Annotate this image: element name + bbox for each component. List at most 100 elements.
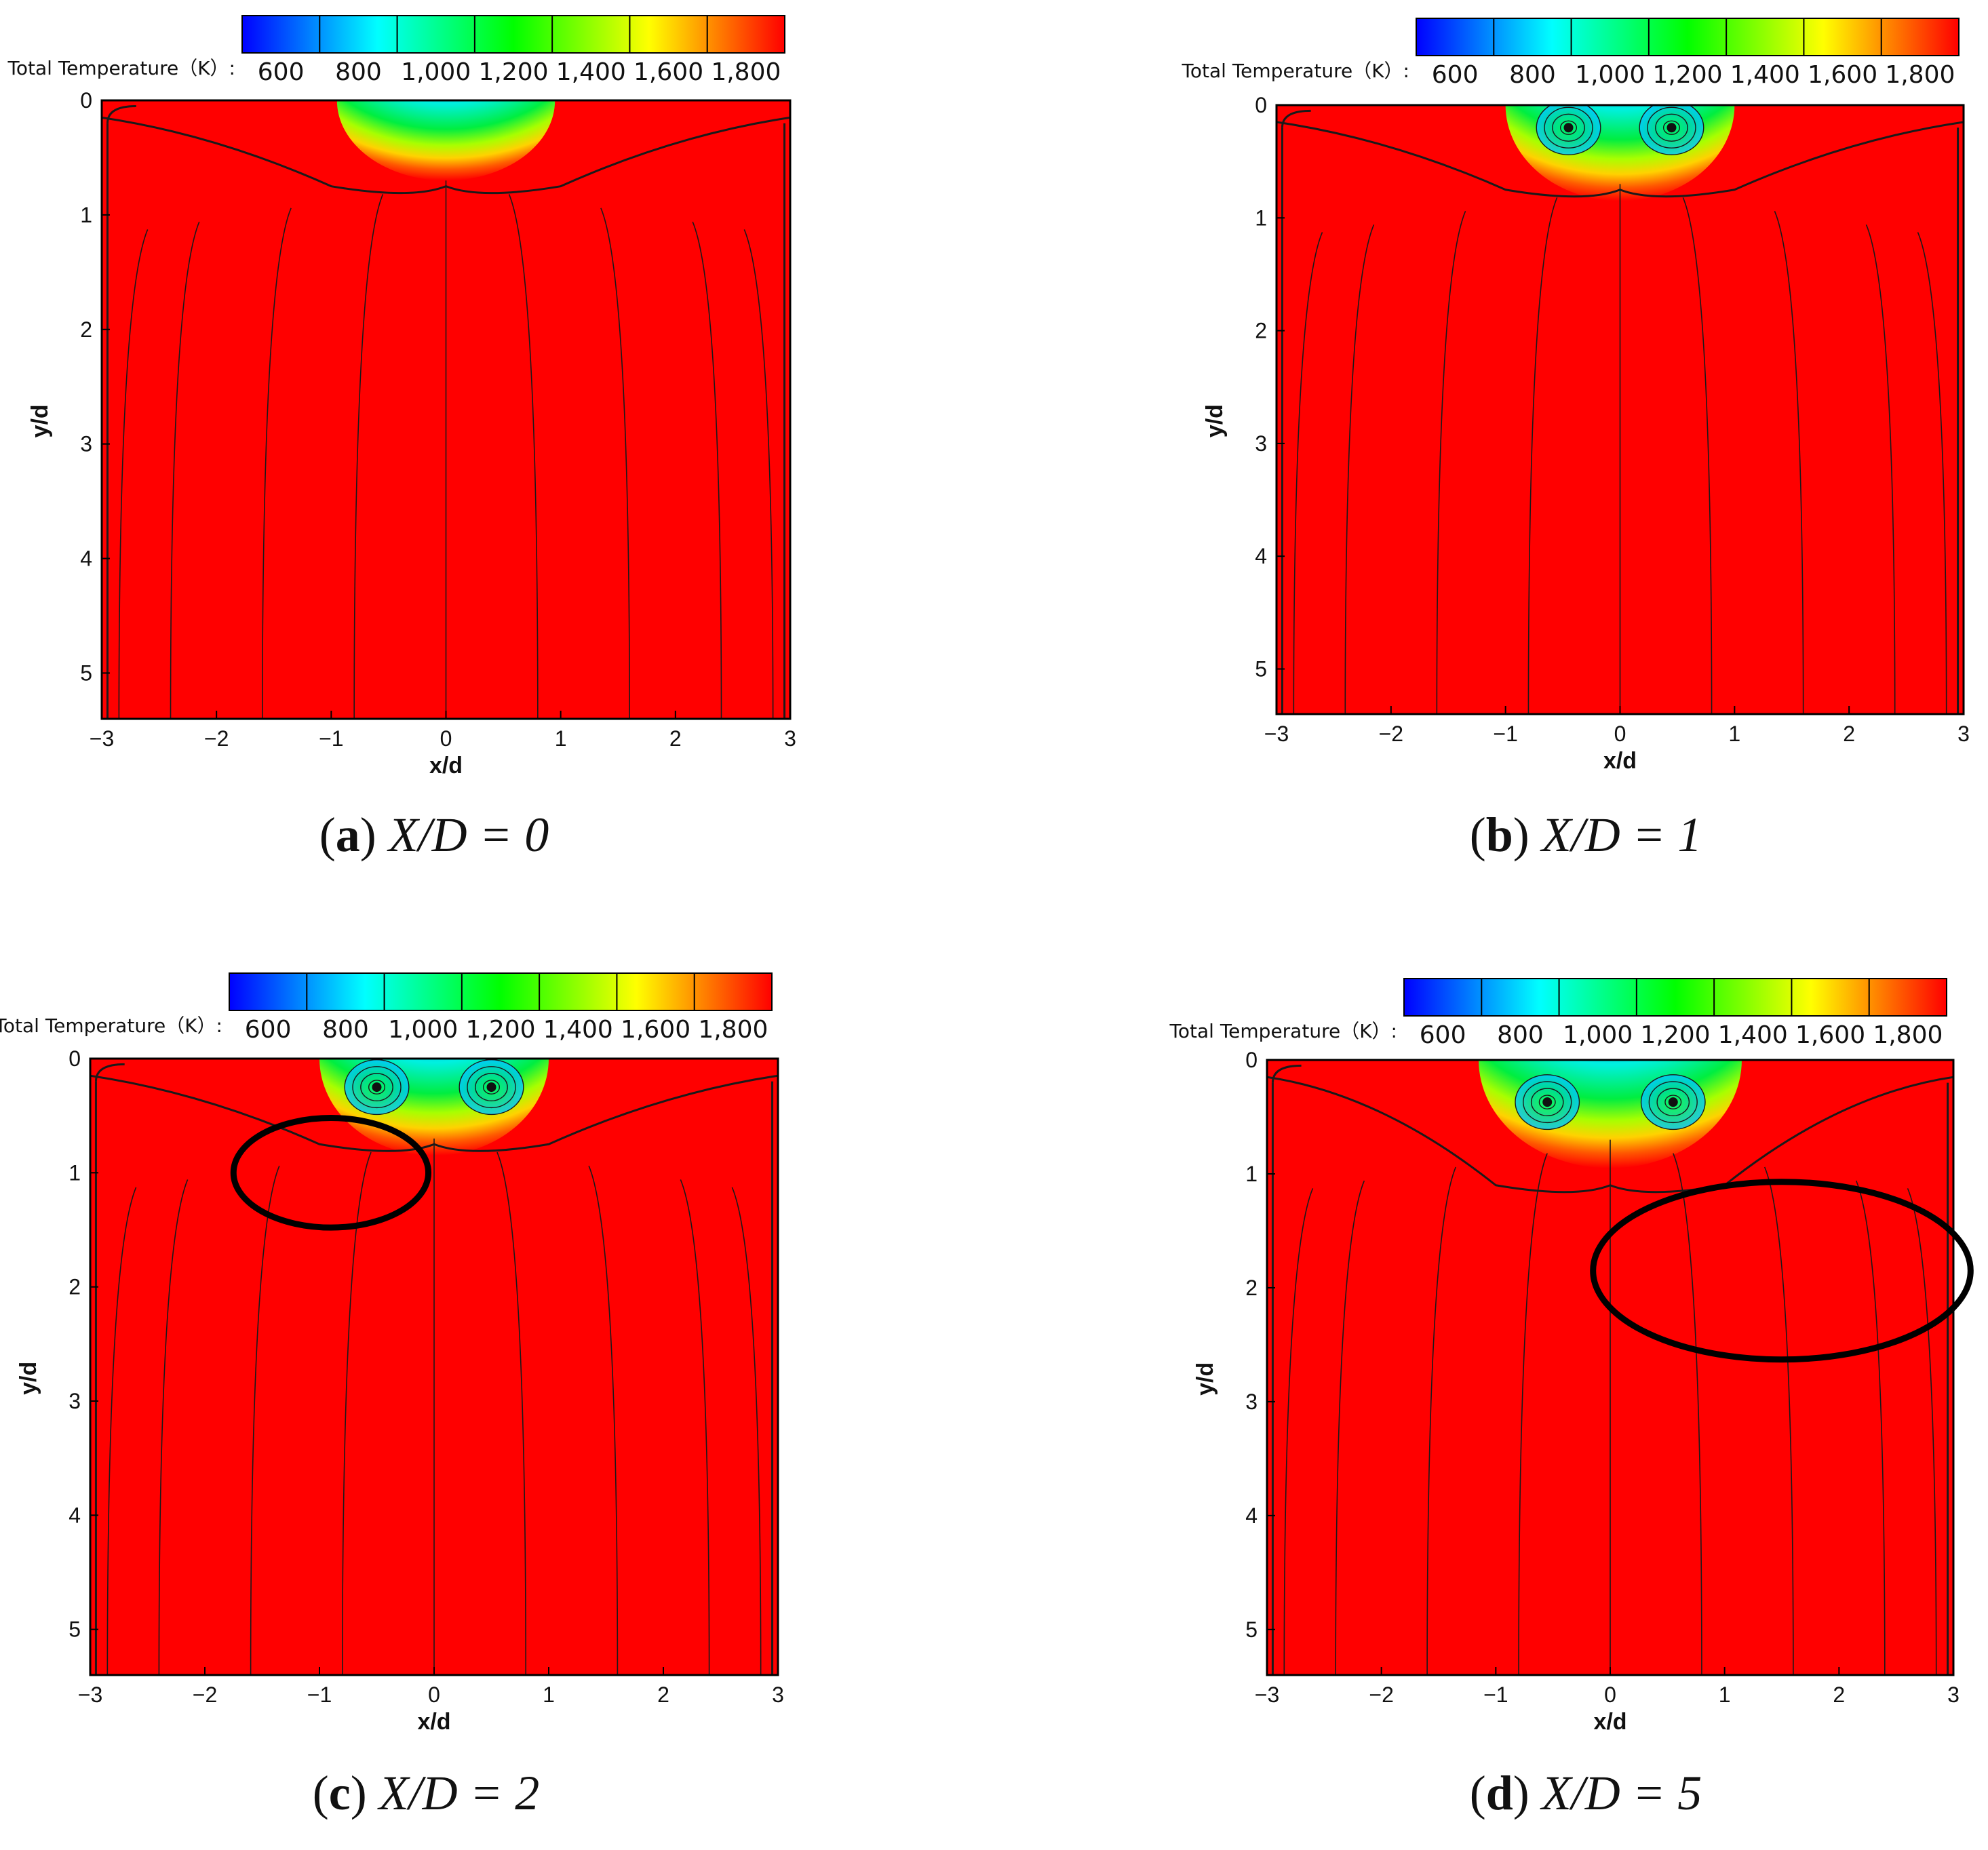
y-tick-label: 3: [69, 1389, 81, 1413]
streamline: [692, 221, 722, 719]
y-tick-label: 5: [1255, 656, 1267, 681]
y-axis-label: y/d: [27, 404, 53, 437]
x-tick-label: −1: [307, 1682, 332, 1707]
y-tick-label: 0: [69, 1046, 81, 1071]
colorbar-title: Total Temperature（K）:: [7, 57, 235, 79]
streamline: [1763, 1166, 1794, 1675]
x-tick-label: 3: [1947, 1682, 1960, 1707]
highlight-ellipse: [1590, 1179, 1974, 1363]
x-tick-label: 1: [543, 1682, 555, 1707]
x-tick-label: 2: [1833, 1682, 1845, 1707]
x-tick-label: −2: [1379, 722, 1403, 746]
colorbar-tick-label: 1,000: [1575, 61, 1645, 89]
temperature-field: [90, 1059, 778, 1675]
vortex-streamline: [352, 1066, 402, 1109]
vortex-streamline: [1538, 1095, 1556, 1109]
vortex-center: [1667, 123, 1677, 133]
caption-paren-open: (: [1470, 808, 1486, 862]
caption-paren-close: ): [360, 808, 389, 862]
streamlines: [102, 104, 790, 719]
streamline: [1283, 1188, 1314, 1675]
vortex-streamline: [368, 1080, 386, 1095]
panel-caption: (b) X/D = 1: [1470, 808, 1702, 862]
separatrix: [1267, 1076, 1611, 1194]
streamline: [1518, 1153, 1548, 1675]
colorbar-tick-label: 800: [1509, 61, 1556, 89]
x-axis: −3 −2 −1 0 1 2 3 x/d: [90, 711, 796, 779]
colorbar-gradient: [1403, 978, 1947, 1017]
vortex-streamline: [360, 1073, 393, 1101]
colorbar: 600 800 1,000 1,200 1,400 1,600 1,800 Total Tem…: [1169, 978, 1947, 1049]
streamline: [1335, 1180, 1365, 1675]
vortex-streamline: [1640, 1074, 1706, 1130]
separatrix: [1619, 121, 1964, 198]
streamline: [1271, 1064, 1302, 1083]
colorbar-tick-label: 1,800: [698, 1016, 768, 1044]
streamline: [1682, 197, 1713, 714]
vortex-center: [1668, 1097, 1678, 1107]
streamline: [1426, 1166, 1457, 1675]
separatrix: [1276, 121, 1621, 198]
x-axis: −3 −2 −1 0 1 2 3 x/d: [1255, 1667, 1960, 1735]
streamline: [600, 208, 630, 719]
y-tick-label: 2: [1255, 319, 1267, 343]
vortex-streamline: [1656, 1088, 1690, 1117]
cold-core: [336, 100, 556, 181]
x-tick-label: −3: [1264, 722, 1289, 746]
y-tick-label: 3: [1245, 1390, 1258, 1414]
vortex-streamline: [467, 1066, 516, 1109]
streamline: [1281, 109, 1311, 128]
y-tick-label: 4: [1245, 1503, 1258, 1528]
streamline: [353, 194, 384, 719]
y-tick-label: 0: [1255, 93, 1267, 117]
x-tick-label: 0: [1604, 1682, 1616, 1707]
caption-letter: a: [336, 808, 360, 862]
streamline: [680, 1179, 710, 1675]
separatrix: [90, 1074, 435, 1152]
colorbar-tick-label: 800: [1497, 1021, 1544, 1049]
x-axis-label: x/d: [429, 753, 463, 779]
caption-letter: c: [329, 1766, 351, 1820]
x-tick-label: 1: [1728, 722, 1740, 746]
y-axis: 0 1 2 3 4 5 y/d: [1202, 93, 1285, 681]
x-tick-label: 0: [428, 1682, 440, 1707]
vortex-center: [486, 1082, 496, 1093]
streamlines: [90, 1059, 778, 1675]
panel-caption: (a) X/D = 0: [319, 808, 549, 862]
x-tick-label: 2: [669, 726, 682, 751]
x-tick-label: 3: [784, 726, 796, 751]
colorbar-tick-label: 1,400: [543, 1016, 613, 1044]
separatrix: [1610, 1076, 1953, 1194]
y-tick-label: 5: [1245, 1617, 1258, 1642]
streamline: [1917, 232, 1947, 714]
streamline: [1436, 211, 1466, 714]
colorbar-tick-label: 1,600: [634, 58, 703, 86]
streamline: [1907, 1188, 1937, 1675]
colorbar-gradient: [229, 972, 773, 1011]
vortex-streamline: [1544, 106, 1593, 149]
streamline: [1527, 197, 1558, 714]
y-tick-label: 2: [1245, 1276, 1258, 1300]
x-tick-label: −2: [193, 1682, 217, 1707]
y-tick-label: 4: [80, 547, 92, 571]
colorbar-tick-label: 1,000: [388, 1016, 458, 1044]
caption-paren-close: ): [1513, 808, 1542, 862]
y-axis: 0 1 2 3 4 5 y/d: [1192, 1048, 1275, 1642]
y-tick-label: 3: [80, 432, 92, 456]
streamline: [588, 1165, 619, 1675]
x-tick-label: 1: [1719, 1682, 1731, 1707]
y-tick-label: 2: [80, 317, 92, 342]
y-tick-label: 3: [1255, 431, 1267, 456]
streamline: [1673, 1153, 1702, 1675]
streamlines: [1276, 105, 1964, 714]
panel-caption: (d) X/D = 5: [1470, 1766, 1702, 1820]
y-tick-label: 4: [1255, 544, 1267, 568]
panel-caption: (c) X/D = 2: [313, 1766, 540, 1820]
y-axis-label: y/d: [1192, 1362, 1218, 1396]
colorbar-tick-label: 1,600: [1808, 61, 1877, 89]
x-tick-label: −2: [1369, 1682, 1393, 1707]
caption-letter: d: [1486, 1766, 1513, 1820]
streamline: [106, 104, 136, 123]
y-tick-label: 1: [69, 1160, 81, 1185]
vortex-streamline: [1530, 1088, 1564, 1117]
